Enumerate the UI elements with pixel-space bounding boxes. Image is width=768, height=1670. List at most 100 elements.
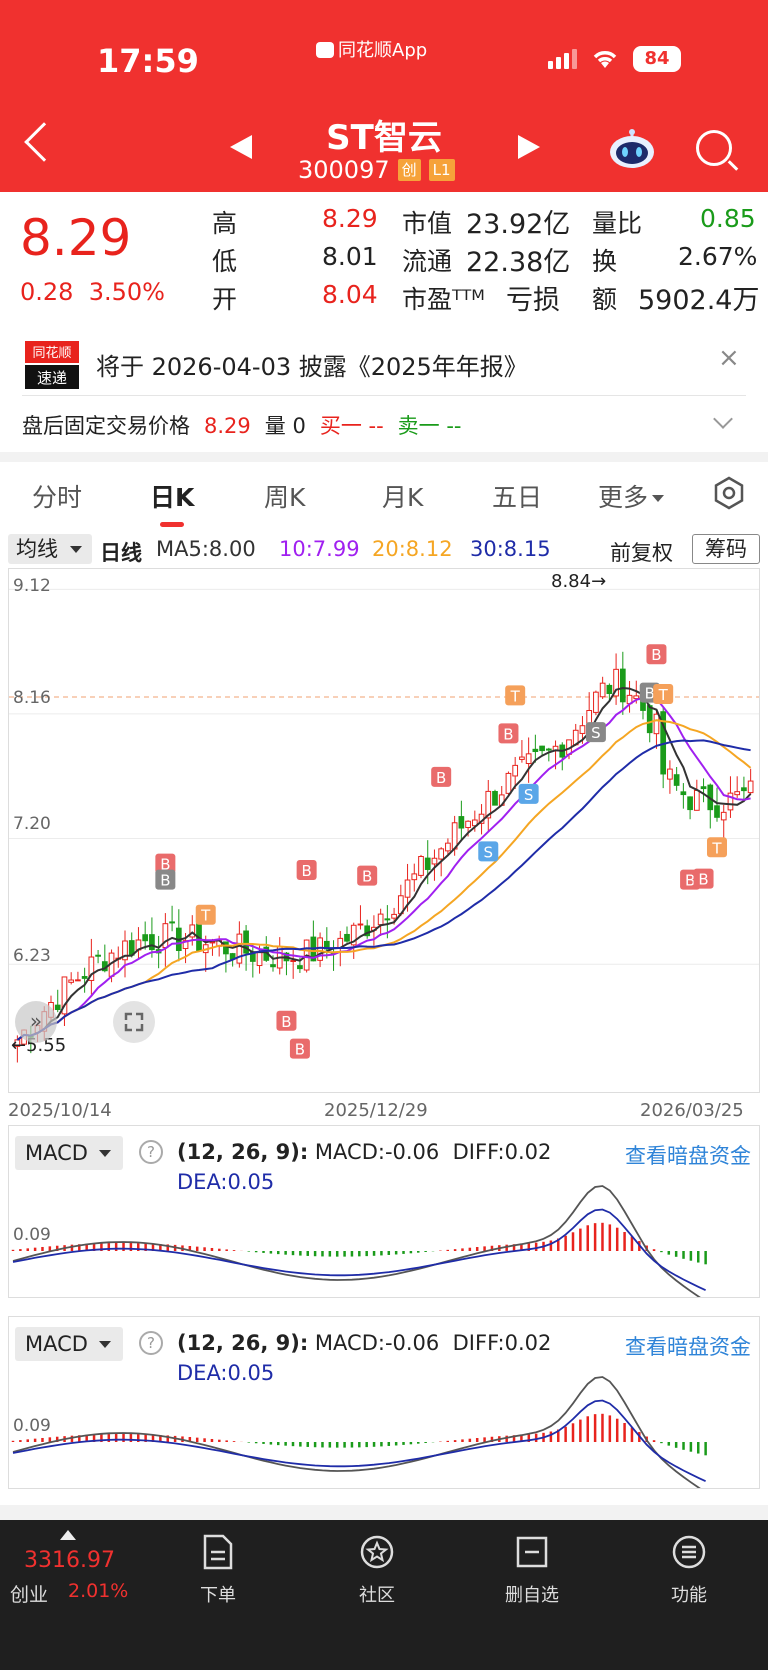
signal-marker-box [693,868,714,889]
tab-five-day[interactable]: 五日 [492,483,543,512]
active-tab-indicator [160,522,184,527]
settings-hexagon-icon[interactable] [712,476,746,510]
bottom-nav: 3316.97 创业 2.01% 下单 社区 删自选 功能 [0,1520,768,1670]
signal-marker-box [296,860,317,881]
fullscreen-icon[interactable] [113,1001,155,1043]
candle [653,713,660,735]
logo-line2: 速递 [37,369,67,387]
candle [741,787,747,792]
index-pct: 2.01% [68,1580,129,1602]
dark-pool-link[interactable]: 查看暗盘资金 [625,1335,751,1359]
close-notice-button[interactable]: × [718,343,740,373]
candle [297,965,303,970]
candle [579,725,586,734]
status-app-name: 同花顺App [316,36,427,62]
candle [445,842,451,852]
signal-marker-box [653,683,674,704]
vol-label: 量 [264,414,286,438]
app-logo-icon [316,42,334,58]
chip-distribution-button[interactable]: 筹码 [692,534,760,564]
low-label: 低 [212,247,238,276]
macd-value: MACD:-0.06 [314,1140,440,1164]
section-gap [0,1505,768,1520]
macd-indicator-select[interactable]: MACD [15,1327,123,1361]
signal-marker-box [707,837,727,858]
y-tick-label: 9.12 [13,576,51,596]
adjust-button[interactable]: 前复权 [610,541,673,565]
nav-community-label: 社区 [359,1585,395,1606]
help-icon[interactable]: ? [139,1331,163,1355]
prev-stock-button[interactable] [230,135,252,159]
low-value: 8.01 [322,242,378,271]
dark-pool-link[interactable]: 查看暗盘资金 [625,1144,751,1168]
pe-label: 市盈ᵀᵀᴹ [402,285,485,314]
nav-order-label: 下单 [200,1585,236,1606]
candle [54,1004,61,1011]
candle [209,941,216,944]
candle [142,934,149,942]
macd-value: MACD:-0.06 [314,1331,440,1355]
candle [317,937,323,961]
nav-functions[interactable]: 功能 [634,1520,744,1607]
index-value[interactable]: 3316.97 [24,1548,115,1573]
signal-marker-label: S [484,843,494,861]
next-stock-button[interactable] [518,135,540,159]
candle [357,923,364,926]
diff-line [12,1185,701,1297]
diff-value: DIFF:0.02 [452,1331,552,1355]
stock-name: ST智云 [326,118,442,158]
notice-banner[interactable]: 同花顺 速递 将于 2026-04-03 披露《2025年年报》 × [0,327,768,397]
candle [714,805,720,818]
candle [122,940,128,961]
after-hours-row[interactable]: 盘后固定交易价格 8.29 量 0 买一 -- 卖一 -- [22,410,462,440]
tab-weekly-k[interactable]: 周K [264,483,306,512]
after-hours-label: 盘后固定交易价格 [22,414,190,438]
macd-y-tick: 0.09 [13,1225,51,1245]
candle [424,857,431,870]
divider [22,395,746,396]
macd-panel-2[interactable]: MACD ? (12, 26, 9): MACD:-0.06 DIFF:0.02… [8,1316,760,1489]
help-icon[interactable]: ? [139,1140,163,1164]
nav-order[interactable]: 下单 [163,1520,273,1607]
macd-svg: 0.09 [11,1376,707,1488]
turnover-label: 换 [592,247,618,276]
candle [693,789,700,811]
tab-intraday[interactable]: 分时 [32,483,83,512]
float-value: 22.38亿 [466,247,571,278]
chart-tabs: 分时 日K 周K 月K 五日 更多 [0,470,768,527]
macd-indicator-select[interactable]: MACD [15,1136,123,1170]
signal-marker-label: B [160,856,170,874]
caret-down-icon [652,495,665,502]
search-icon[interactable] [696,130,732,166]
candle [458,816,465,829]
candle [270,964,276,968]
signal-icon [548,49,577,69]
macd-panel-1[interactable]: MACD ? (12, 26, 9): MACD:-0.06 DIFF:0.02… [8,1125,760,1298]
status-icons: 84 [548,46,681,72]
signal-marker-label: B [281,1013,291,1031]
candle [727,792,734,811]
chevron-down-icon[interactable] [713,409,733,429]
after-hours-vol: 量 0 [265,410,306,440]
tab-daily-k[interactable]: 日K [150,483,195,512]
nav-community[interactable]: 社区 [322,1520,432,1607]
signal-marker-box [478,841,499,862]
candle [236,933,243,964]
tab-more[interactable]: 更多 [598,478,665,514]
tab-monthly-k[interactable]: 月K [382,483,424,512]
volratio-label: 量比 [592,209,643,238]
sell-label: 卖一 [397,414,440,438]
section-gap [0,452,768,462]
amount-value: 5902.4万 [638,285,760,316]
expand-left-button[interactable]: » [15,1001,57,1043]
nav-remove-watchlist[interactable]: 删自选 [477,1520,587,1607]
robot-assistant-icon[interactable] [608,128,656,170]
macd-y-tick: 0.09 [13,1416,51,1436]
candle [519,756,525,760]
indicator-select[interactable]: 均线 [8,534,92,564]
candle [88,956,95,981]
vol-value: 0 [292,414,306,438]
candle [667,768,673,780]
